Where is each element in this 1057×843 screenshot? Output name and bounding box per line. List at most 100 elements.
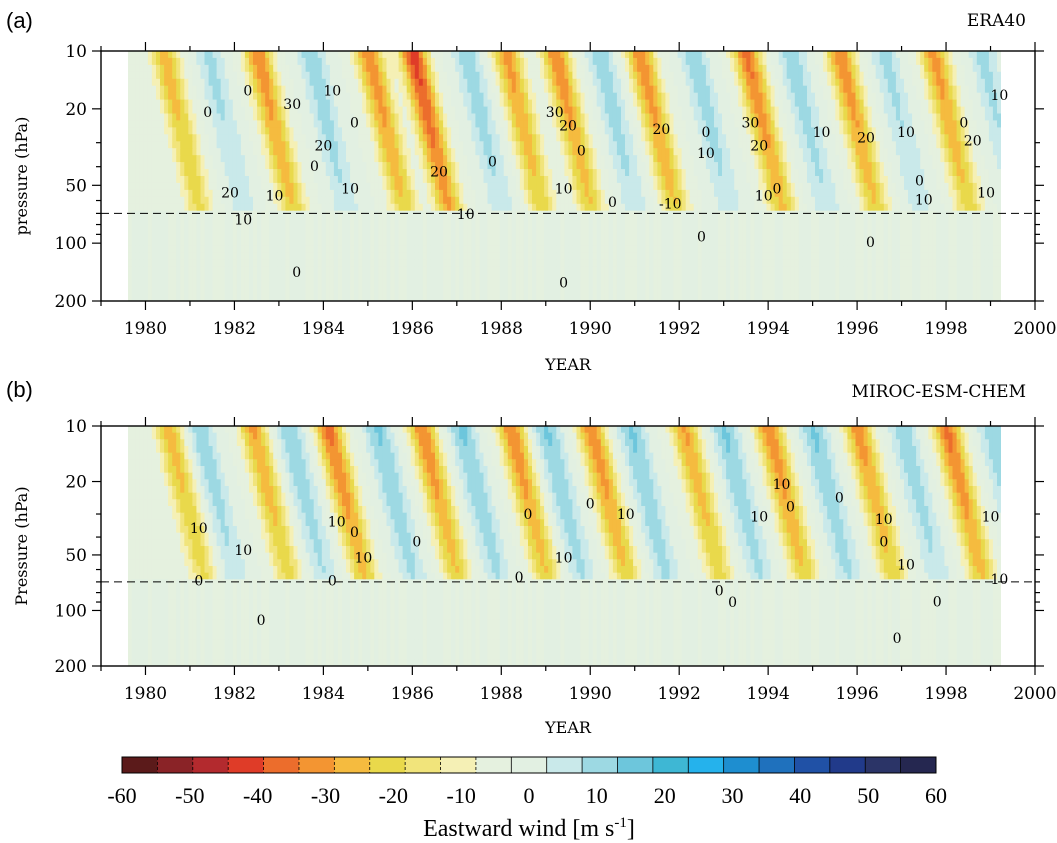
field-cell bbox=[762, 106, 768, 115]
field-cell bbox=[285, 106, 290, 115]
field-cell bbox=[657, 57, 662, 66]
field-cell bbox=[212, 99, 218, 108]
field-cell bbox=[629, 78, 634, 87]
field-cell bbox=[904, 113, 909, 121]
field-cell bbox=[722, 64, 727, 73]
field-cell bbox=[621, 85, 626, 94]
field-cell bbox=[766, 196, 772, 205]
field-cell bbox=[398, 113, 404, 121]
field-cell bbox=[948, 51, 954, 59]
field-cell bbox=[972, 127, 978, 135]
field-cell bbox=[487, 169, 493, 177]
field-cell bbox=[778, 57, 784, 66]
field-cell bbox=[528, 162, 533, 170]
field-cell bbox=[750, 127, 755, 135]
field-cell bbox=[196, 134, 201, 142]
field-cell bbox=[584, 155, 590, 163]
field-cell bbox=[604, 64, 610, 73]
field-cell bbox=[867, 78, 873, 87]
field-cell bbox=[625, 176, 630, 184]
field-cell bbox=[523, 78, 529, 87]
field-cell bbox=[645, 99, 650, 108]
field-cell bbox=[507, 57, 513, 66]
field-cell bbox=[519, 141, 525, 149]
field-cell bbox=[774, 127, 780, 135]
field-cell bbox=[507, 196, 513, 205]
field-cell bbox=[972, 155, 978, 163]
field-cell bbox=[1009, 162, 1014, 170]
field-cell bbox=[839, 182, 844, 191]
field-cell bbox=[851, 51, 856, 59]
field-cell bbox=[143, 57, 149, 66]
field-cell bbox=[843, 148, 848, 156]
field-cell bbox=[519, 51, 525, 59]
field-cell bbox=[220, 189, 226, 198]
field-cell bbox=[503, 162, 509, 170]
field-cell bbox=[552, 155, 557, 163]
field-cell bbox=[406, 57, 412, 66]
field-cell bbox=[794, 71, 800, 80]
field-cell bbox=[900, 57, 905, 66]
field-cell bbox=[358, 162, 363, 170]
field-cell bbox=[143, 92, 149, 101]
field-cell bbox=[333, 78, 339, 87]
field-cell bbox=[515, 71, 521, 80]
field-cell bbox=[718, 182, 723, 191]
field-cell bbox=[273, 51, 278, 59]
field-cell bbox=[584, 51, 590, 59]
field-cell bbox=[976, 113, 982, 121]
field-cell bbox=[220, 78, 226, 87]
field-cell bbox=[600, 106, 606, 115]
field-cell bbox=[625, 141, 630, 149]
field-cell bbox=[600, 85, 606, 94]
field-cell bbox=[750, 78, 755, 87]
field-cell bbox=[600, 203, 606, 212]
field-cell bbox=[342, 134, 347, 142]
field-cell bbox=[321, 169, 327, 177]
field-cell bbox=[362, 99, 367, 108]
field-cell bbox=[265, 92, 270, 101]
field-cell bbox=[200, 78, 206, 87]
field-cell bbox=[980, 169, 986, 177]
field-cell bbox=[147, 196, 153, 205]
field-cell bbox=[366, 169, 371, 177]
field-cell bbox=[528, 99, 533, 108]
field-cell bbox=[257, 127, 262, 135]
field-cell bbox=[358, 71, 363, 80]
field-cell bbox=[414, 182, 420, 191]
field-cell bbox=[410, 127, 416, 135]
field-cell bbox=[301, 127, 307, 135]
field-cell bbox=[924, 196, 929, 205]
field-cell bbox=[467, 64, 472, 73]
field-cell bbox=[491, 189, 497, 198]
field-cell bbox=[786, 169, 792, 177]
field-cell bbox=[968, 176, 974, 184]
field-cell bbox=[269, 85, 274, 94]
field-cell bbox=[406, 120, 412, 128]
field-cell bbox=[976, 134, 982, 142]
field-cell bbox=[374, 141, 379, 149]
field-cell bbox=[382, 148, 387, 156]
field-cell bbox=[499, 120, 505, 128]
field-cell bbox=[313, 120, 319, 128]
field-cell bbox=[984, 155, 990, 163]
field-cell bbox=[281, 106, 286, 115]
field-cell bbox=[560, 169, 565, 177]
field-cell bbox=[641, 57, 646, 66]
field-cell bbox=[988, 176, 994, 184]
field-cell bbox=[608, 148, 614, 156]
field-cell bbox=[451, 78, 456, 87]
field-cell bbox=[576, 99, 582, 108]
field-cell bbox=[612, 155, 618, 163]
field-cell bbox=[285, 92, 290, 101]
field-cell bbox=[746, 162, 751, 170]
field-cell bbox=[976, 182, 982, 191]
field-cell bbox=[200, 127, 206, 135]
field-cell bbox=[459, 162, 464, 170]
field-cell bbox=[151, 176, 157, 184]
field-cell bbox=[928, 71, 933, 80]
field-cell bbox=[439, 99, 444, 108]
field-cell bbox=[867, 169, 873, 177]
field-cell bbox=[596, 99, 602, 108]
field-cell bbox=[463, 162, 468, 170]
